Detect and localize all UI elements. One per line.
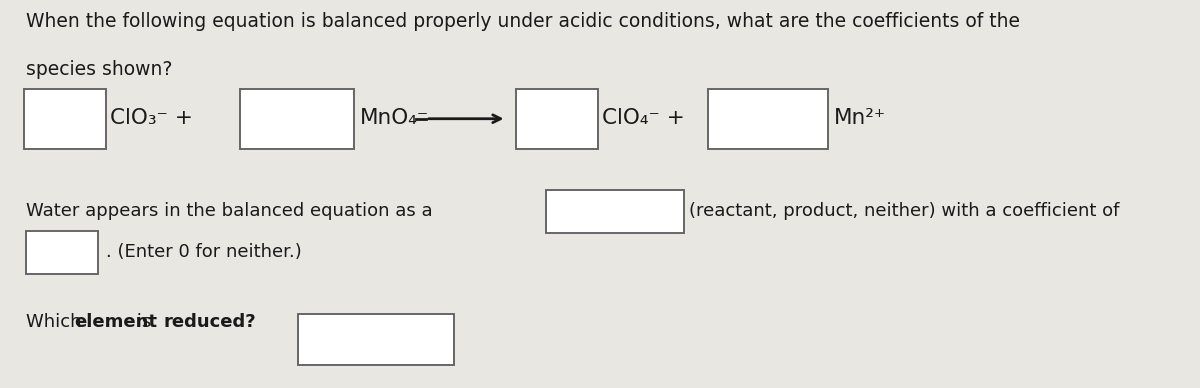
Text: element: element bbox=[74, 313, 157, 331]
FancyBboxPatch shape bbox=[240, 89, 354, 149]
FancyBboxPatch shape bbox=[24, 89, 106, 149]
Text: ClO₄⁻ +: ClO₄⁻ + bbox=[602, 108, 685, 128]
Text: species shown?: species shown? bbox=[26, 60, 173, 79]
Text: When the following equation is balanced properly under acidic conditions, what a: When the following equation is balanced … bbox=[26, 12, 1020, 31]
Text: . (Enter 0 for neither.): . (Enter 0 for neither.) bbox=[106, 243, 301, 261]
Text: is: is bbox=[131, 313, 157, 331]
Text: Which: Which bbox=[26, 313, 88, 331]
FancyBboxPatch shape bbox=[708, 89, 828, 149]
Text: (reactant, product, neither) with a coefficient of: (reactant, product, neither) with a coef… bbox=[689, 203, 1120, 220]
Text: reduced?: reduced? bbox=[163, 313, 256, 331]
FancyBboxPatch shape bbox=[546, 190, 684, 233]
Text: Water appears in the balanced equation as a: Water appears in the balanced equation a… bbox=[26, 203, 433, 220]
FancyBboxPatch shape bbox=[516, 89, 598, 149]
Text: Mn²⁺: Mn²⁺ bbox=[834, 108, 887, 128]
FancyBboxPatch shape bbox=[26, 231, 98, 274]
FancyBboxPatch shape bbox=[298, 314, 454, 365]
Text: ClO₃⁻ +: ClO₃⁻ + bbox=[110, 108, 193, 128]
Text: MnO₄⁻: MnO₄⁻ bbox=[360, 108, 430, 128]
